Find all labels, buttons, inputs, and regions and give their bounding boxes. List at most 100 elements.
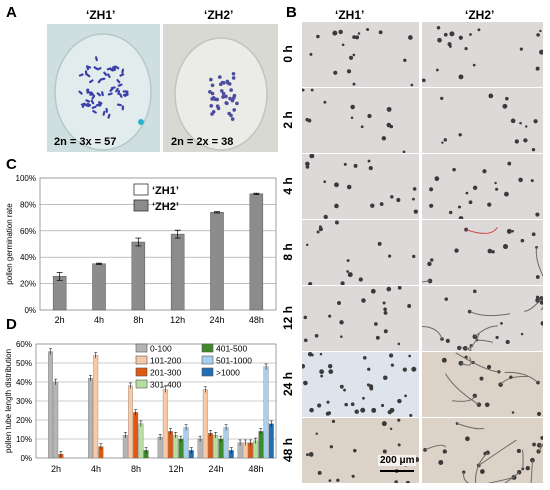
chromosome-mark (222, 81, 226, 85)
bar-101-200 (162, 389, 168, 459)
legend-label: 101-200 (150, 356, 181, 366)
zh2-ploidy-label: 2n = 2x = 38 (171, 136, 234, 148)
chromosome-mark (225, 101, 229, 106)
micrograph-zh2-12h (422, 286, 543, 351)
legend-swatch (135, 367, 148, 377)
bar-0-100 (197, 438, 203, 459)
plot-area (39, 177, 277, 311)
chromosome-mark (116, 103, 122, 107)
chromosome-mark (85, 99, 91, 103)
chromosome-mark (231, 96, 236, 100)
chromosome-mark (94, 56, 98, 62)
bar->1000 (268, 423, 274, 459)
panel-a-letter: A (6, 4, 17, 21)
chromosome-mark (235, 101, 239, 106)
chromosome-mark (231, 71, 236, 76)
chromosome-mark (210, 112, 214, 116)
bar-501-1000 (263, 366, 269, 459)
legend-label: 201-300 (150, 368, 181, 378)
chromosome-mark (231, 76, 236, 80)
bar-101-200 (128, 385, 133, 459)
legend-label: 501-1000 (216, 356, 252, 366)
chromosome-mark (117, 90, 121, 95)
y-tick-label: 60% (20, 227, 36, 236)
chromosome-mark (227, 111, 231, 116)
bar-501-1000 (183, 427, 189, 459)
chromosome-mark (114, 65, 120, 70)
y-tick-label: 40% (20, 253, 36, 262)
bar-zh2 (131, 241, 146, 311)
bar-301-400 (173, 435, 179, 459)
micrograph-zh2-8h (422, 220, 543, 285)
bar-401-500 (258, 431, 264, 459)
panel-d-letter: D (6, 316, 17, 333)
micrograph-zh2-4h (422, 154, 543, 219)
bar-301-400 (213, 435, 219, 459)
y-tick-label: 0% (20, 454, 32, 463)
micrograph-zh1-24h (302, 352, 419, 417)
bar-401-500 (218, 438, 224, 459)
bar-0-100 (122, 435, 128, 459)
chromosome-mark (89, 79, 94, 84)
chromosome-mark (92, 109, 97, 114)
legend: 0-100 401-500 101-200 501-1000 201-300 >1000 3… (135, 343, 252, 390)
legend-swatch (201, 343, 214, 353)
chromosome-mark (102, 110, 106, 116)
chromosome-mark (215, 104, 220, 109)
legend-label: >1000 (216, 368, 240, 378)
chromosome-mark (86, 88, 90, 94)
chromosome-mark (121, 105, 125, 111)
chromosome-mark (98, 102, 103, 107)
bar-zh2 (170, 233, 185, 311)
chromosome-mark (90, 99, 95, 105)
chromosome-mark (91, 105, 97, 109)
chromosome-mark (230, 117, 235, 121)
bar-zh2 (210, 212, 224, 311)
y-tick-label: 0% (24, 306, 36, 315)
micrograph-zh2-2h (422, 88, 543, 153)
time-row-label: 2 h (281, 110, 295, 129)
chromosome-mark (218, 75, 222, 79)
y-tick-label: 10% (16, 435, 32, 444)
chromosome-mark (209, 77, 213, 82)
chromosome-mark (117, 83, 123, 87)
y-tick-label: 50% (16, 359, 32, 368)
panel-b-letter: B (286, 4, 297, 21)
tube-length-distribution-chart: 0% 10% 20% 30% 40% 50% 60%pollen tube length d… (4, 340, 277, 474)
chromosome-mark (89, 93, 95, 96)
chromosome-mark (80, 102, 86, 106)
bar-zh2 (52, 276, 67, 311)
chromosome-mark (85, 73, 91, 78)
micrograph-zh1-12h (302, 286, 419, 351)
chromosome-mark (109, 87, 114, 92)
time-row-label: 0 h (281, 44, 295, 63)
chromosome-mark (218, 82, 223, 87)
chromosome-mark (86, 65, 92, 69)
chromosome-mark (88, 91, 94, 94)
bar-101-200 (93, 355, 99, 459)
x-tick-label: 8h (131, 464, 141, 474)
bar-401-500 (178, 438, 184, 459)
bar-201-300 (133, 412, 139, 459)
chromosome-mark (121, 68, 125, 74)
chromosome-mark (230, 98, 235, 103)
micrograph-zh1-48h (302, 418, 419, 483)
chromosome-mark (78, 73, 84, 77)
chromosome-mark (116, 78, 121, 84)
bar-201-300 (208, 433, 213, 459)
chromosome-mark (96, 67, 102, 71)
chromosome-mark (208, 90, 212, 94)
panel-a-zh2-header: ‘ZH2’ (204, 8, 234, 22)
micrograph-zh2-48h (422, 418, 543, 483)
zh1-chromosome-micrograph (47, 24, 160, 152)
panel-c-letter: C (6, 156, 17, 173)
chromosome-mark (84, 104, 90, 108)
bar-301-400 (138, 423, 144, 459)
chromosome-mark (229, 88, 233, 92)
chromosome-mark (224, 94, 228, 99)
legend-label: 0-100 (150, 344, 172, 354)
chromosome-mark (210, 83, 215, 88)
chromosome-mark (225, 79, 230, 84)
chromosome-mark (119, 73, 125, 77)
micrograph-zh2-24h (422, 352, 543, 417)
